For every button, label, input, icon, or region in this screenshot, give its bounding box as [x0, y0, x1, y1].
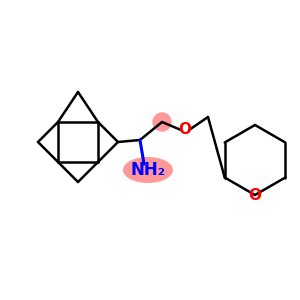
Text: O: O	[248, 188, 262, 202]
Text: NH₂: NH₂	[130, 161, 166, 179]
Ellipse shape	[123, 157, 173, 183]
Circle shape	[153, 113, 171, 131]
Text: O: O	[178, 122, 191, 137]
